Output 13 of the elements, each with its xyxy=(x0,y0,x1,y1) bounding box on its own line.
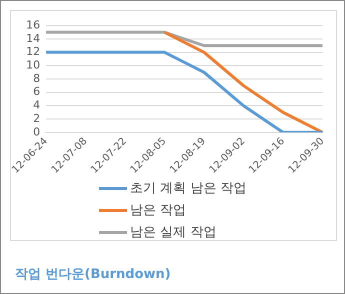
y-tick-label: 6 xyxy=(33,85,40,98)
text: 작업 번다운(Burndown) xyxy=(15,266,171,283)
y-tick-label: 0 xyxy=(33,125,40,138)
y-tick-label: 12 xyxy=(26,45,40,58)
y-tick-label: 10 xyxy=(26,58,40,72)
legend-label: 남은 작업 xyxy=(130,202,186,219)
legend-label: 초기 계획 남은 작업 xyxy=(130,180,246,197)
y-tick-label: 14 xyxy=(26,32,40,45)
legend-label: 남은 실제 작업 xyxy=(130,224,216,241)
y-tick-label: 2 xyxy=(33,112,40,125)
y-tick-label: 8 xyxy=(33,72,40,85)
y-tick-label: 16 xyxy=(26,18,40,32)
y-tick-label: 4 xyxy=(33,98,40,112)
